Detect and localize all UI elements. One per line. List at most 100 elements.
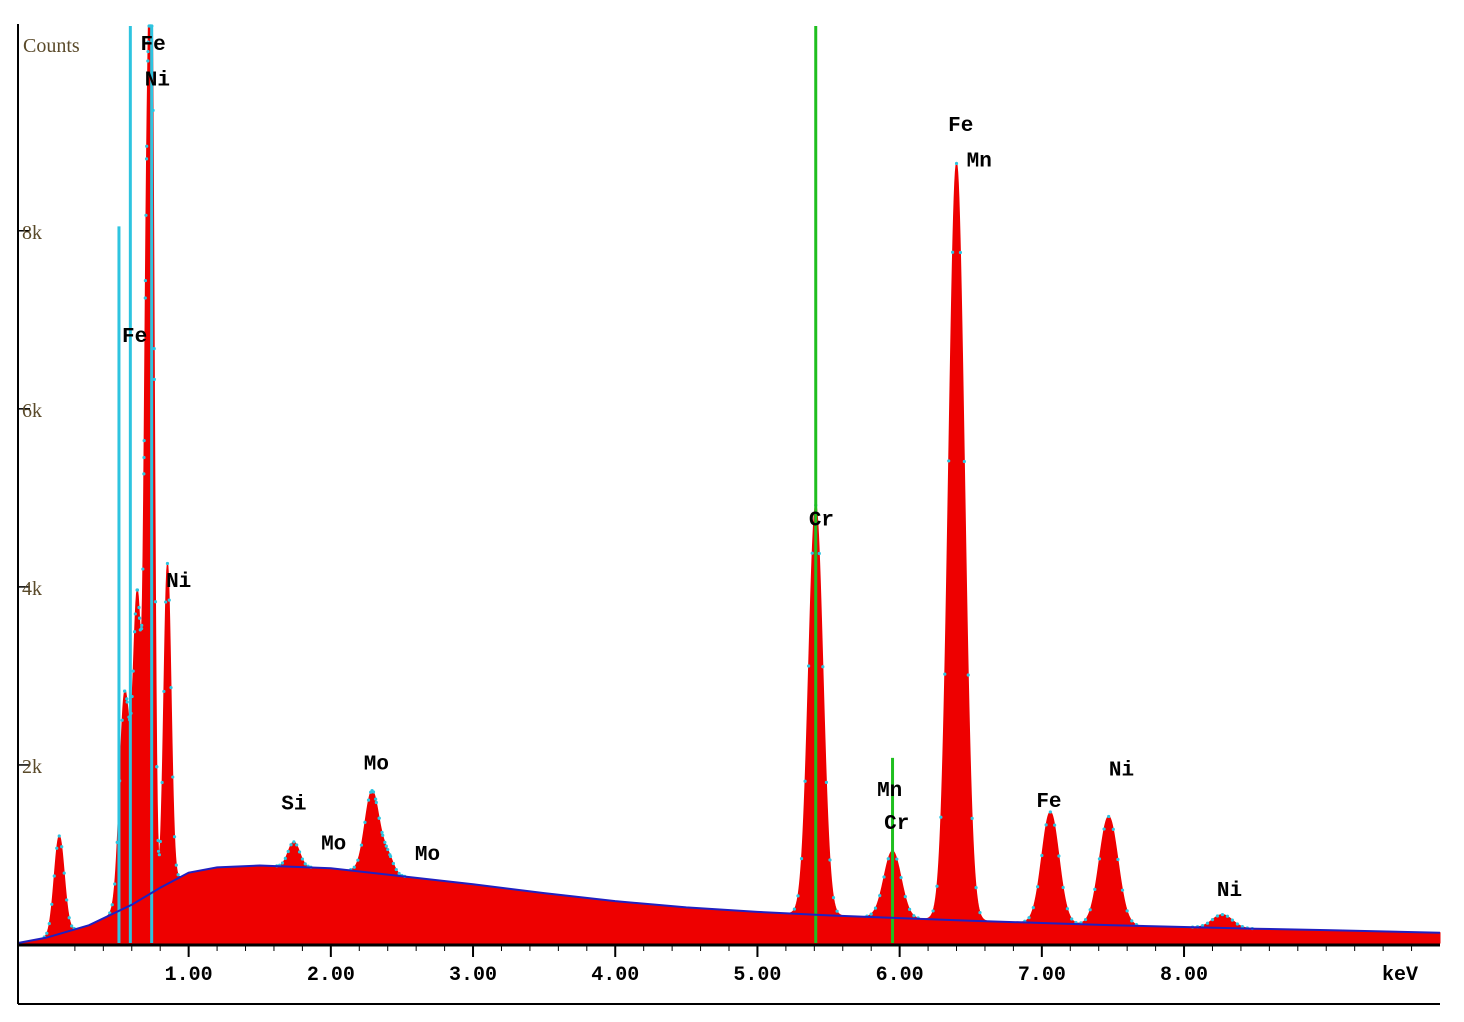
fit-point — [295, 843, 299, 847]
fit-point — [1210, 917, 1215, 922]
fit-point — [160, 780, 164, 785]
fit-point — [146, 49, 150, 54]
fit-point — [947, 459, 951, 463]
fit-point — [873, 906, 878, 910]
spectrum-fill-layer — [17, 24, 1441, 944]
fit-point — [297, 850, 302, 854]
fit-point — [113, 882, 117, 886]
fit-point — [1088, 908, 1092, 912]
fit-point — [174, 863, 178, 867]
fit-point — [144, 157, 149, 161]
fit-point — [176, 873, 180, 877]
fit-point — [155, 765, 159, 769]
fit-point — [1083, 917, 1088, 922]
fit-point — [1230, 918, 1234, 922]
peak-label: Fe — [948, 115, 973, 138]
fit-point — [1044, 823, 1048, 827]
fit-point — [110, 903, 114, 907]
fit-point — [1027, 916, 1031, 920]
fit-point — [381, 833, 385, 837]
fit-point — [1053, 823, 1057, 827]
fit-point — [300, 857, 304, 861]
fit-point — [907, 907, 912, 912]
peak-label: Fe — [122, 326, 147, 349]
fit-point — [397, 871, 401, 876]
peak-label: Fe — [140, 34, 165, 57]
fit-point — [65, 898, 69, 902]
fit-point — [931, 909, 935, 913]
x-tick-label: 7.00 — [1018, 964, 1066, 987]
fit-point — [359, 843, 364, 847]
peak-label: Ni — [166, 571, 191, 594]
fit-point — [286, 849, 290, 854]
fit-point — [1065, 907, 1070, 911]
fit-point — [366, 798, 371, 802]
fit-point — [133, 612, 137, 616]
axes-layer: Counts keV — [17, 24, 1440, 1005]
fit-point — [164, 600, 168, 604]
fit-point — [143, 278, 148, 283]
fit-point — [1040, 853, 1044, 858]
fit-point — [352, 865, 356, 869]
fit-point — [391, 861, 396, 866]
fit-point — [55, 846, 59, 850]
fit-point — [966, 673, 970, 677]
fit-point — [1225, 914, 1230, 918]
fit-point — [146, 59, 150, 63]
y-ticks-layer: 2k 4k 6k 8k — [18, 222, 42, 778]
fit-point — [125, 700, 129, 704]
fit-point — [303, 862, 307, 866]
fit-point — [1097, 857, 1102, 861]
fit-point — [394, 867, 398, 872]
fit-point — [157, 853, 161, 857]
fit-point — [156, 849, 161, 853]
fit-point — [135, 588, 140, 592]
fit-point — [142, 438, 146, 443]
fit-point — [1116, 857, 1120, 862]
fit-point — [831, 895, 836, 900]
fit-point — [939, 815, 943, 819]
fit-point — [1035, 885, 1040, 889]
x-axis-unit-label: keV — [1382, 964, 1418, 987]
fit-point — [1235, 922, 1239, 926]
fit-point — [978, 911, 982, 915]
fit-point — [120, 718, 124, 722]
x-ticks-layer: 1.00 2.00 3.00 4.00 5.00 6.00 7.00 8.00 — [74, 945, 1413, 987]
fit-point — [125, 697, 129, 701]
fit-point — [47, 921, 51, 926]
fit-point — [886, 857, 890, 861]
fit-point — [158, 839, 162, 844]
x-tick-label: 5.00 — [733, 964, 781, 987]
fit-point — [388, 854, 393, 859]
fit-point — [45, 931, 49, 935]
fit-point — [383, 840, 387, 844]
fit-point — [1102, 827, 1106, 831]
y-tick-label: 4k — [22, 578, 42, 600]
fit-point — [144, 213, 148, 217]
fit-point — [810, 551, 814, 555]
peak-labels-layer: Fe Ni Fe Ni Si Mo Mo Mo Cr Mn Cr Fe Mn Fe Ni Ni — [122, 34, 1242, 903]
fit-point — [123, 689, 127, 693]
fit-point — [970, 816, 974, 820]
x-tick-label: 2.00 — [307, 964, 355, 987]
fit-point — [280, 861, 285, 865]
fit-point — [152, 347, 156, 351]
fit-point — [1048, 810, 1052, 814]
fit-point — [1215, 914, 1220, 918]
x-tick-label: 6.00 — [876, 964, 924, 987]
fit-point — [384, 844, 388, 848]
fit-point — [289, 843, 293, 847]
x-tick-label: 1.00 — [165, 964, 213, 987]
fit-point — [821, 665, 825, 669]
fit-point — [817, 551, 821, 556]
fit-point — [371, 790, 376, 794]
fit-point — [1130, 919, 1134, 923]
fit-point — [912, 914, 916, 918]
peak-label: Cr — [809, 509, 834, 532]
fit-point — [141, 567, 145, 571]
fit-point — [133, 630, 137, 634]
fit-point — [824, 780, 829, 784]
marker-lines-layer — [117, 26, 895, 943]
fit-point — [792, 907, 797, 911]
